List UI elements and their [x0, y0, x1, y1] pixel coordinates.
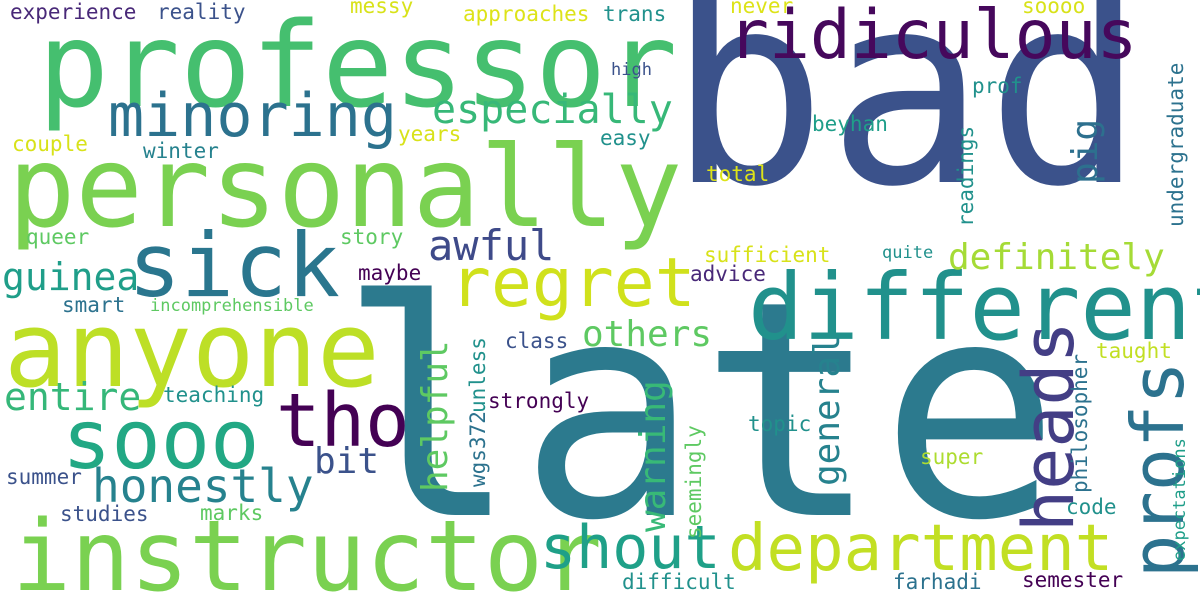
word-beyhan: beyhan	[812, 112, 888, 136]
word-total: total	[706, 162, 770, 186]
word-regret: regret	[450, 244, 696, 323]
word-sick: sick	[128, 214, 340, 317]
word-studies: studies	[60, 502, 149, 526]
word-philosopher: philosopher	[1068, 353, 1092, 493]
word-sooo: sooo	[62, 393, 260, 488]
word-tho: tho	[276, 378, 410, 464]
word-farhadi: farhadi	[893, 570, 982, 594]
word-couple: couple	[12, 132, 88, 156]
word-definitely: definitely	[948, 237, 1165, 278]
word-others: others	[582, 314, 713, 355]
word-summer: summer	[6, 465, 82, 489]
word-pig: pig	[1065, 118, 1106, 184]
word-advice: advice	[690, 262, 766, 286]
word-teaching: teaching	[163, 383, 265, 407]
word-semester: semester	[1022, 568, 1124, 592]
word-personally: personally	[8, 123, 683, 253]
word-approaches: approaches	[463, 2, 590, 26]
word-shout: shout	[540, 513, 721, 583]
word-professor: professor	[38, 0, 678, 134]
word-incomprehensible: incomprehensible	[150, 296, 314, 316]
word-queer: queer	[26, 225, 90, 249]
word-years: years	[398, 122, 462, 146]
word-topic: topic	[748, 412, 812, 436]
word-smart: smart	[62, 293, 126, 317]
word-bad: bad	[668, 0, 1145, 245]
word-super: super	[920, 445, 984, 469]
word-instructor: instructor	[12, 500, 603, 600]
word-especially: especially	[432, 87, 673, 133]
word-anyone: anyone	[4, 289, 380, 411]
word-readings: readings	[954, 125, 978, 227]
word-high: high	[611, 60, 652, 80]
word-honestly: honestly	[92, 459, 314, 513]
word-helpful: helpful	[415, 340, 456, 492]
word-code: code	[1066, 495, 1117, 519]
word-guinea: guinea	[2, 255, 140, 299]
word-bit: bit	[314, 441, 380, 482]
word-expectations: expectations	[1170, 438, 1190, 561]
word-late: late	[338, 237, 1061, 586]
word-minoring: minoring	[108, 81, 397, 151]
word-marks: marks	[200, 501, 264, 525]
word-quite: quite	[882, 243, 934, 263]
word-general: general	[807, 334, 848, 486]
word-awful: awful	[428, 221, 555, 270]
word-trans: trans	[603, 2, 667, 26]
word-ridiculous: ridiculous	[728, 0, 1138, 75]
word-class: class	[505, 329, 569, 353]
word-unless: unless	[466, 337, 490, 413]
word-prof: prof	[972, 74, 1023, 98]
word-seemingly: seemingly	[682, 425, 706, 539]
word-soooo: soooo	[1022, 0, 1086, 18]
word-reality: reality	[157, 0, 246, 24]
word-entire: entire	[4, 375, 142, 419]
word-experience: experience	[10, 0, 137, 24]
word-story: story	[340, 225, 404, 249]
word-never: never	[730, 0, 794, 18]
word-winter: winter	[143, 139, 219, 163]
word-warning: warning	[633, 380, 674, 532]
word-different: different	[748, 254, 1200, 361]
word-messy: messy	[350, 0, 414, 18]
word-sufficient: sufficient	[704, 243, 831, 267]
word-easy: easy	[600, 126, 651, 150]
word-taught: taught	[1096, 339, 1172, 363]
word-strongly: strongly	[488, 389, 590, 413]
word-wgs372: wgs372	[466, 411, 490, 487]
word-difficult: difficult	[622, 570, 736, 594]
word-maybe: maybe	[358, 261, 422, 285]
word-department: department	[728, 512, 1114, 586]
word-undergraduate: undergraduate	[1164, 62, 1188, 227]
